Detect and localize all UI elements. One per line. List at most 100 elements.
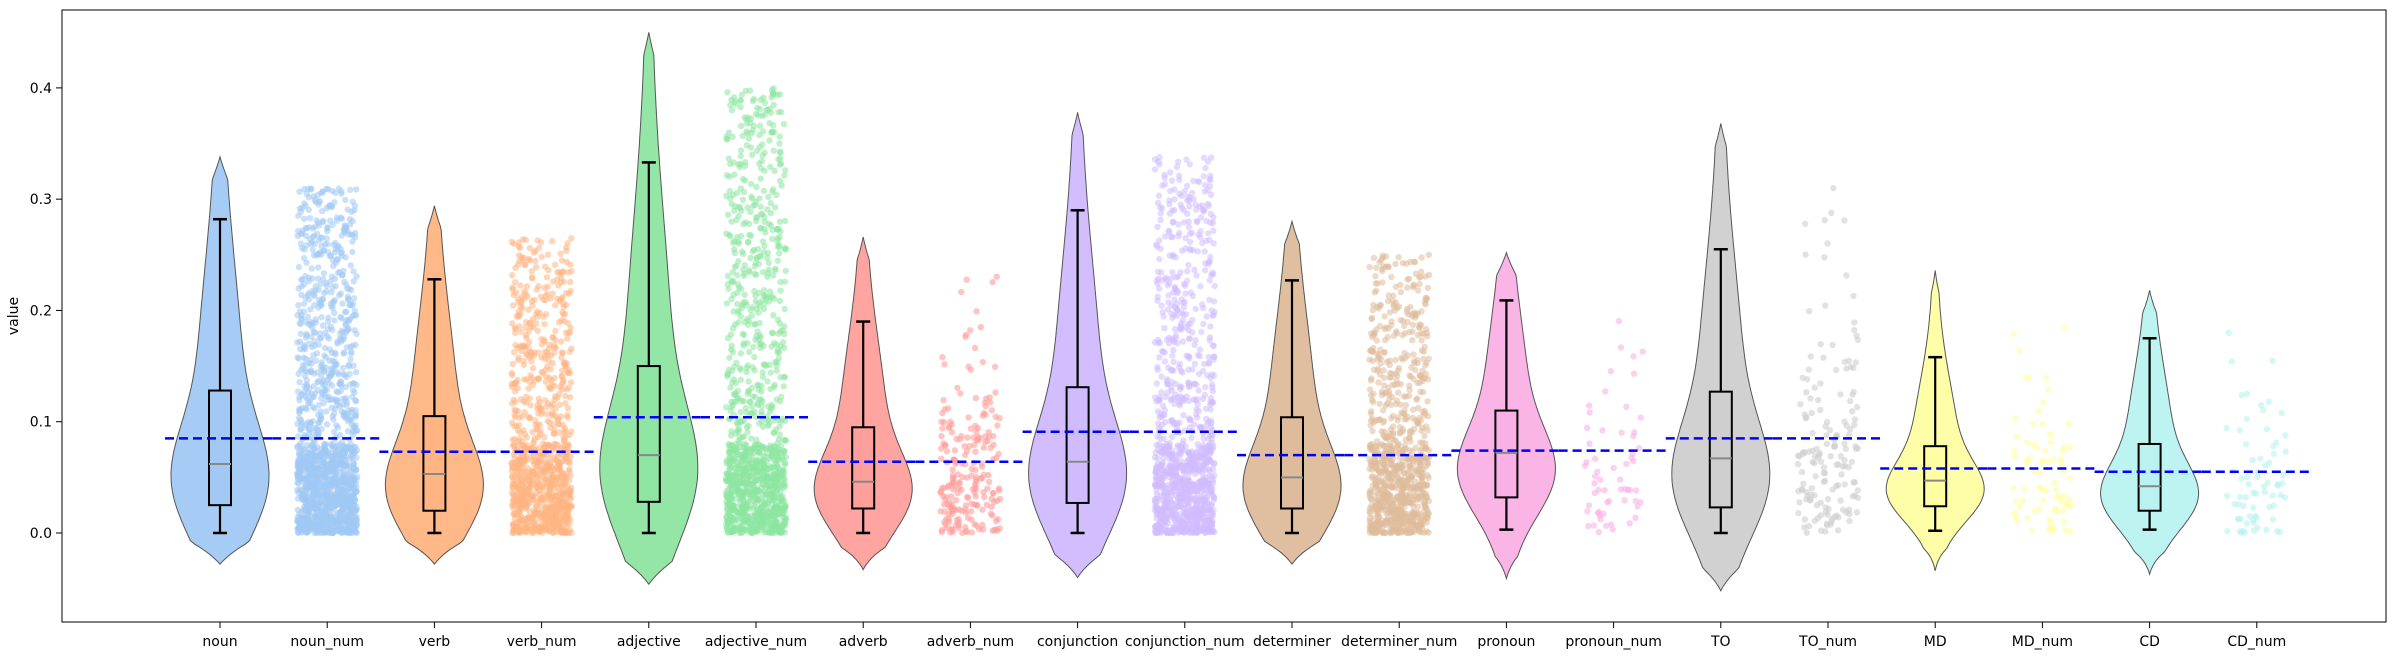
strip-point bbox=[979, 521, 986, 529]
strip-point bbox=[1210, 494, 1218, 502]
strip-point bbox=[315, 401, 323, 409]
strip-point bbox=[754, 448, 761, 455]
strip-point bbox=[344, 206, 351, 213]
strip-point bbox=[743, 409, 750, 416]
strip-point bbox=[777, 287, 784, 294]
strip-point bbox=[971, 521, 978, 528]
strip-point bbox=[756, 122, 764, 130]
strip-point bbox=[757, 175, 764, 182]
strip-point bbox=[331, 296, 339, 304]
strip-point bbox=[727, 233, 734, 240]
strip-point bbox=[738, 515, 745, 522]
strip-point bbox=[737, 97, 744, 104]
strip-point bbox=[996, 495, 1004, 503]
strip-point bbox=[1155, 192, 1163, 199]
strip-point bbox=[306, 224, 313, 231]
strip-point bbox=[560, 526, 568, 534]
strip-point bbox=[338, 190, 345, 197]
strip-point bbox=[343, 344, 351, 351]
strip-point bbox=[973, 308, 980, 315]
strip-point bbox=[310, 291, 318, 298]
strip-point bbox=[313, 473, 320, 480]
strip-point bbox=[524, 524, 531, 531]
strip-point bbox=[342, 196, 349, 203]
strip-point bbox=[522, 319, 530, 326]
strip-point bbox=[1176, 190, 1183, 197]
strip-point bbox=[1193, 406, 1200, 413]
strip-point bbox=[1200, 173, 1208, 180]
strip-point bbox=[316, 335, 323, 342]
strip-point bbox=[972, 448, 979, 455]
strip-point bbox=[310, 352, 317, 359]
strip-point bbox=[514, 495, 522, 503]
strip-point bbox=[513, 289, 520, 296]
strip-point bbox=[769, 330, 777, 337]
strip-point bbox=[295, 301, 302, 309]
strip-point bbox=[754, 246, 762, 253]
strip-point bbox=[509, 529, 516, 537]
strip-point bbox=[941, 508, 948, 515]
strip-point bbox=[1186, 203, 1193, 210]
strip-point bbox=[947, 418, 954, 425]
strip-point bbox=[1185, 261, 1192, 269]
strip-point bbox=[519, 479, 526, 486]
strip-point bbox=[732, 469, 739, 477]
strip-point bbox=[301, 475, 308, 482]
strip-point bbox=[1196, 477, 1204, 485]
strip-point bbox=[762, 463, 769, 471]
strip-point bbox=[748, 384, 756, 392]
strip-point bbox=[1193, 272, 1200, 279]
strip-point bbox=[541, 284, 548, 291]
strip-point bbox=[551, 382, 558, 389]
strip-point bbox=[777, 149, 784, 156]
strip-point bbox=[529, 365, 537, 372]
strip-point bbox=[539, 481, 547, 489]
strip-adverb_num bbox=[937, 273, 1004, 537]
strip-point bbox=[767, 199, 774, 207]
strip-point bbox=[742, 453, 749, 461]
strip-point bbox=[781, 373, 788, 381]
strip-point bbox=[737, 408, 744, 416]
strip-point bbox=[311, 390, 319, 397]
strip-point bbox=[316, 330, 324, 337]
strip-point bbox=[296, 379, 303, 386]
strip-point bbox=[776, 511, 784, 518]
strip-point bbox=[1179, 369, 1186, 376]
strip-point bbox=[1154, 223, 1161, 230]
strip-point bbox=[517, 328, 525, 336]
strip-point bbox=[1179, 338, 1187, 345]
strip-point bbox=[297, 208, 304, 215]
strip-point bbox=[1199, 484, 1206, 491]
strip-point bbox=[780, 383, 787, 390]
strip-point bbox=[337, 290, 344, 297]
strip-point bbox=[296, 188, 303, 195]
strip-point bbox=[302, 202, 309, 209]
strip-point bbox=[297, 330, 304, 337]
strip-point bbox=[535, 433, 542, 441]
strip-point bbox=[542, 509, 549, 516]
strip-point bbox=[1209, 384, 1216, 391]
strip-point bbox=[328, 371, 335, 378]
strip-point bbox=[1164, 444, 1171, 451]
strip-point bbox=[765, 220, 773, 227]
strip-point bbox=[1156, 354, 1163, 361]
strip-point bbox=[989, 512, 996, 519]
strip-point bbox=[1175, 232, 1182, 240]
strip-point bbox=[768, 94, 775, 101]
strip-point bbox=[311, 240, 318, 248]
strip-point bbox=[771, 381, 778, 389]
strip-point bbox=[566, 501, 574, 508]
strip-point bbox=[324, 333, 331, 340]
strip-point bbox=[755, 496, 763, 504]
strip-point bbox=[552, 456, 559, 463]
strip-point bbox=[1158, 302, 1165, 309]
strip-point bbox=[1157, 216, 1164, 224]
strip-point bbox=[728, 277, 735, 285]
strip-point bbox=[302, 499, 309, 507]
strip-point bbox=[776, 297, 784, 305]
strip-point bbox=[323, 185, 330, 193]
strip-point bbox=[331, 428, 338, 435]
strip-point bbox=[338, 408, 345, 415]
strip-point bbox=[550, 430, 558, 437]
strip-point bbox=[528, 476, 535, 483]
